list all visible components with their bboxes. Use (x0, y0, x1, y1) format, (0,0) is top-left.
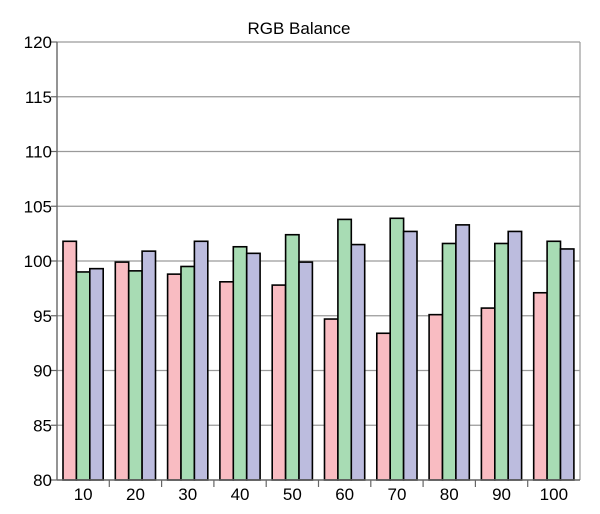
bar-series-2-cat-20 (127, 270, 143, 481)
x-tick-label: 100 (540, 485, 568, 504)
bar-series-1-cat-100 (532, 291, 548, 481)
bar-series-2-cat-90 (493, 242, 509, 481)
bar-series-2-cat-80 (441, 242, 457, 481)
bar-series-1-cat-90 (480, 307, 496, 481)
bar-series-2-cat-70 (389, 217, 405, 481)
y-tick-label: 110 (25, 143, 52, 162)
x-tick-label: 30 (178, 485, 197, 504)
x-tick-label: 70 (387, 485, 406, 504)
y-axis-ticks: 80 85 90 95 100 105 110 115 120 (24, 33, 57, 490)
bar-series-1-cat-60 (323, 318, 339, 481)
y-tick-label: 80 (33, 471, 52, 490)
y-tick-label: 100 (24, 252, 52, 271)
y-tick-label: 115 (25, 88, 52, 107)
bar-series-2-cat-40 (232, 245, 248, 481)
x-tick-label: 50 (283, 485, 302, 504)
x-tick-label: 40 (231, 485, 250, 504)
bar-series-3-cat-80 (455, 224, 471, 481)
bar-series-3-cat-30 (193, 240, 209, 481)
x-axis-ticks: 10 20 30 40 50 60 70 80 90 100 (74, 480, 568, 504)
y-tick-label: 120 (24, 33, 52, 52)
x-tick-label: 90 (492, 485, 511, 504)
bar-series-2-cat-30 (180, 265, 196, 481)
bar-series-3-cat-90 (507, 230, 523, 481)
bar-series-3-cat-20 (141, 250, 157, 481)
bar-series-1-cat-40 (219, 281, 235, 481)
y-tick-label: 95 (33, 307, 52, 326)
bar-series-2-cat-50 (284, 233, 300, 481)
bar-series-3-cat-40 (245, 252, 261, 481)
bar-series-3-cat-60 (350, 243, 366, 481)
bar-series-3-cat-100 (559, 248, 575, 481)
bar-series-2-cat-100 (546, 240, 562, 481)
y-tick-label: 85 (33, 416, 52, 435)
bar-series-1-cat-10 (62, 240, 78, 481)
x-tick-label: 80 (440, 485, 459, 504)
y-tick-label: 105 (24, 197, 52, 216)
bars (62, 217, 575, 481)
x-tick-label: 20 (126, 485, 145, 504)
bar-series-3-cat-50 (298, 261, 314, 481)
bar-series-1-cat-30 (166, 273, 182, 481)
x-tick-label: 60 (335, 485, 354, 504)
x-tick-label: 10 (74, 485, 93, 504)
y-tick-label: 90 (33, 362, 52, 381)
chart-title: RGB Balance (248, 19, 351, 38)
bar-series-3-cat-70 (402, 230, 418, 481)
bar-series-2-cat-60 (337, 218, 353, 481)
bar-series-3-cat-10 (89, 267, 105, 481)
bar-series-1-cat-20 (114, 261, 130, 481)
bar-series-2-cat-10 (75, 271, 91, 481)
bar-series-1-cat-70 (375, 332, 391, 481)
bar-series-1-cat-80 (428, 313, 444, 481)
bar-series-1-cat-50 (271, 284, 287, 481)
